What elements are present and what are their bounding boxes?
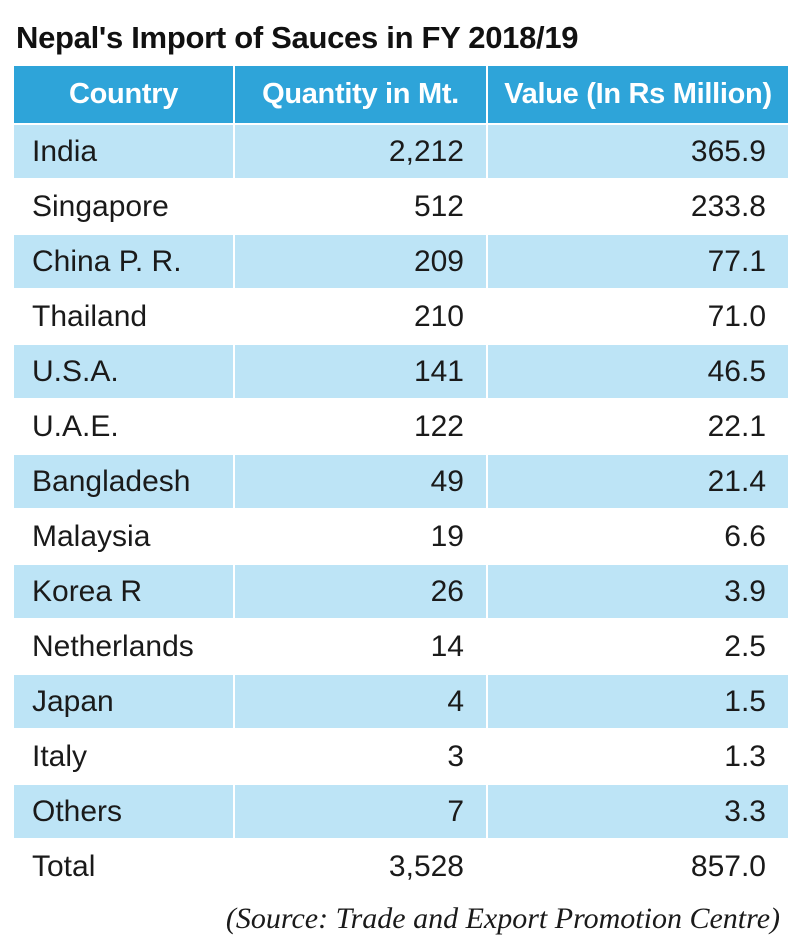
value-cell: 365.9 [487,123,788,179]
value-cell: 6.6 [487,508,788,564]
table-row: China P. R. 209 77.1 [14,233,788,289]
table-row: Korea R 26 3.9 [14,563,788,619]
column-header-country: Country [14,66,235,124]
table-row: Others 7 3.3 [14,783,788,839]
quantity-cell: 7 [234,783,488,839]
country-cell: U.S.A. [14,343,235,399]
country-cell: China P. R. [14,233,235,289]
table-row: Japan 4 1.5 [14,673,788,729]
total-quantity-cell: 3,528 [234,838,488,893]
imports-table: Country Quantity in Mt. Value (In Rs Mil… [14,66,788,893]
table-row: Malaysia 19 6.6 [14,508,788,564]
value-cell: 46.5 [487,343,788,399]
value-cell: 233.8 [487,178,788,234]
country-cell: India [14,123,235,179]
value-cell: 3.9 [487,563,788,619]
country-cell: Bangladesh [14,453,235,509]
country-cell: Italy [14,728,235,784]
quantity-cell: 122 [234,398,488,454]
quantity-cell: 209 [234,233,488,289]
quantity-cell: 4 [234,673,488,729]
table-row: India 2,212 365.9 [14,123,788,179]
table-body: India 2,212 365.9 Singapore 512 233.8 China P.… [14,123,788,893]
country-cell: Others [14,783,235,839]
country-cell: Thailand [14,288,235,344]
quantity-cell: 3 [234,728,488,784]
value-cell: 2.5 [487,618,788,674]
country-cell: U.A.E. [14,398,235,454]
quantity-cell: 2,212 [234,123,488,179]
value-cell: 21.4 [487,453,788,509]
value-cell: 71.0 [487,288,788,344]
value-cell: 1.3 [487,728,788,784]
quantity-cell: 26 [234,563,488,619]
column-header-quantity: Quantity in Mt. [234,66,488,124]
country-cell: Netherlands [14,618,235,674]
chart-title: Nepal's Import of Sauces in FY 2018/19 [16,20,579,55]
value-cell: 22.1 [487,398,788,454]
quantity-cell: 512 [234,178,488,234]
total-value-cell: 857.0 [487,838,788,893]
country-cell: Korea R [14,563,235,619]
table-row: Italy 3 1.3 [14,728,788,784]
table-row: Thailand 210 71.0 [14,288,788,344]
value-cell: 3.3 [487,783,788,839]
quantity-cell: 49 [234,453,488,509]
country-cell: Singapore [14,178,235,234]
total-label-cell: Total [14,838,235,893]
column-header-value: Value (In Rs Million) [487,66,788,124]
header-row: Country Quantity in Mt. Value (In Rs Mil… [14,66,788,124]
quantity-cell: 19 [234,508,488,564]
table-row: Singapore 512 233.8 [14,178,788,234]
quantity-cell: 210 [234,288,488,344]
country-cell: Japan [14,673,235,729]
quantity-cell: 141 [234,343,488,399]
value-cell: 77.1 [487,233,788,289]
country-cell: Malaysia [14,508,235,564]
table-row: U.A.E. 122 22.1 [14,398,788,454]
table-row: Bangladesh 49 21.4 [14,453,788,509]
table-row: Netherlands 14 2.5 [14,618,788,674]
total-row: Total 3,528 857.0 [14,838,788,893]
source-note: (Source: Trade and Export Promotion Cent… [225,902,780,935]
table-row: U.S.A. 141 46.5 [14,343,788,399]
quantity-cell: 14 [234,618,488,674]
value-cell: 1.5 [487,673,788,729]
